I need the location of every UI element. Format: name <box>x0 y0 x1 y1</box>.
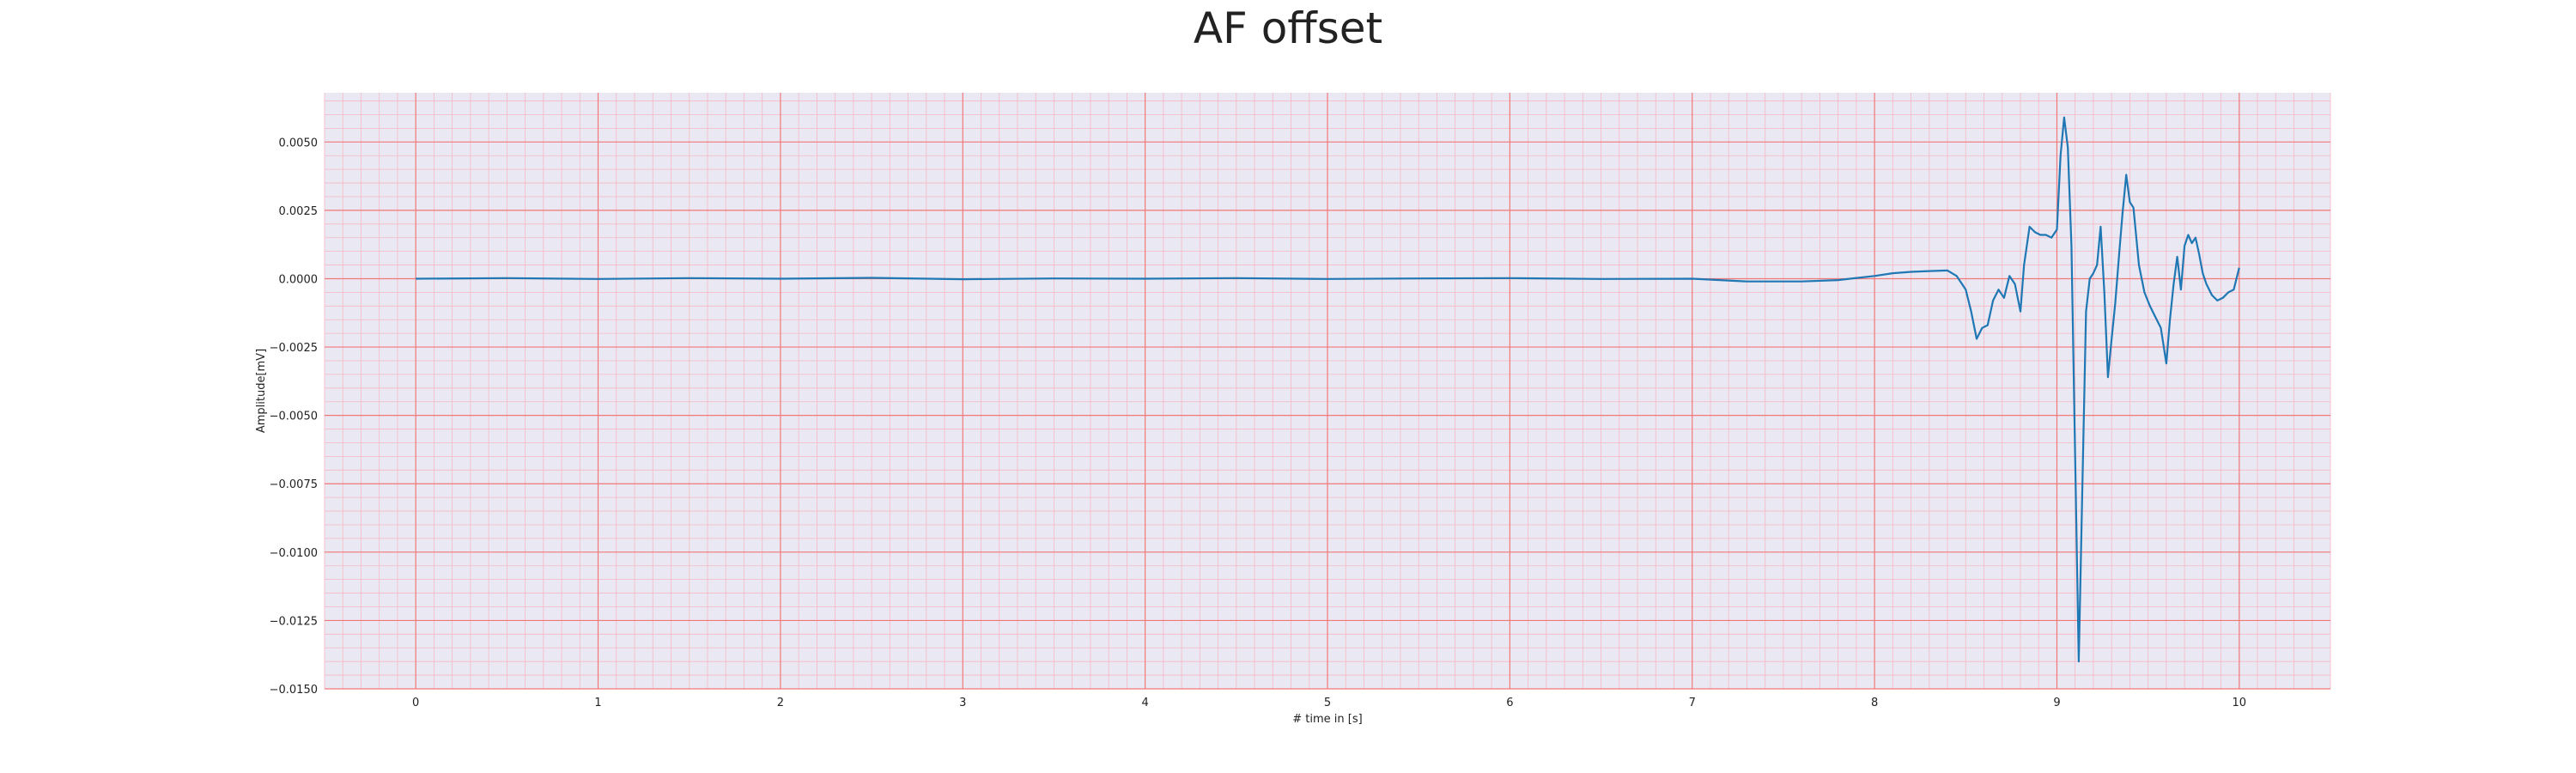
y-tick-label: −0.0100 <box>270 547 318 560</box>
x-tick-label: 4 <box>1141 697 1148 709</box>
x-tick-label: 1 <box>594 697 601 709</box>
x-tick-label: 5 <box>1324 697 1331 709</box>
x-tick-label: 8 <box>1871 697 1878 709</box>
y-tick-labels: −0.0150 −0.0125 −0.0100 −0.0075 −0.0050 −0.00… <box>270 137 318 697</box>
y-tick-label: −0.0025 <box>270 342 318 355</box>
chart-title: AF offset <box>1193 3 1383 53</box>
y-tick-label: 0.0050 <box>279 137 319 149</box>
y-tick-label: 0.0000 <box>279 273 319 286</box>
x-tick-label: 3 <box>959 697 966 709</box>
x-tick-label: 2 <box>777 697 784 709</box>
x-tick-label: 0 <box>412 697 419 709</box>
y-tick-label: −0.0075 <box>270 478 318 491</box>
x-tick-label: 6 <box>1506 697 1513 709</box>
signal-line <box>416 116 2240 663</box>
y-tick-label: −0.0150 <box>270 684 318 697</box>
x-tick-label: 10 <box>2233 697 2247 709</box>
y-tick-label: −0.0125 <box>270 615 318 628</box>
x-tick-label: 7 <box>1689 697 1696 709</box>
x-tick-labels: 0 1 2 3 4 5 6 7 8 9 10 <box>412 697 2246 709</box>
x-axis-label: # time in [s] <box>1292 713 1362 726</box>
y-tick-label: −0.0050 <box>270 411 318 423</box>
y-tick-label: 0.0025 <box>279 205 319 218</box>
y-axis-label: Amplitude[mV] <box>255 349 268 433</box>
x-tick-label: 9 <box>2053 697 2060 709</box>
